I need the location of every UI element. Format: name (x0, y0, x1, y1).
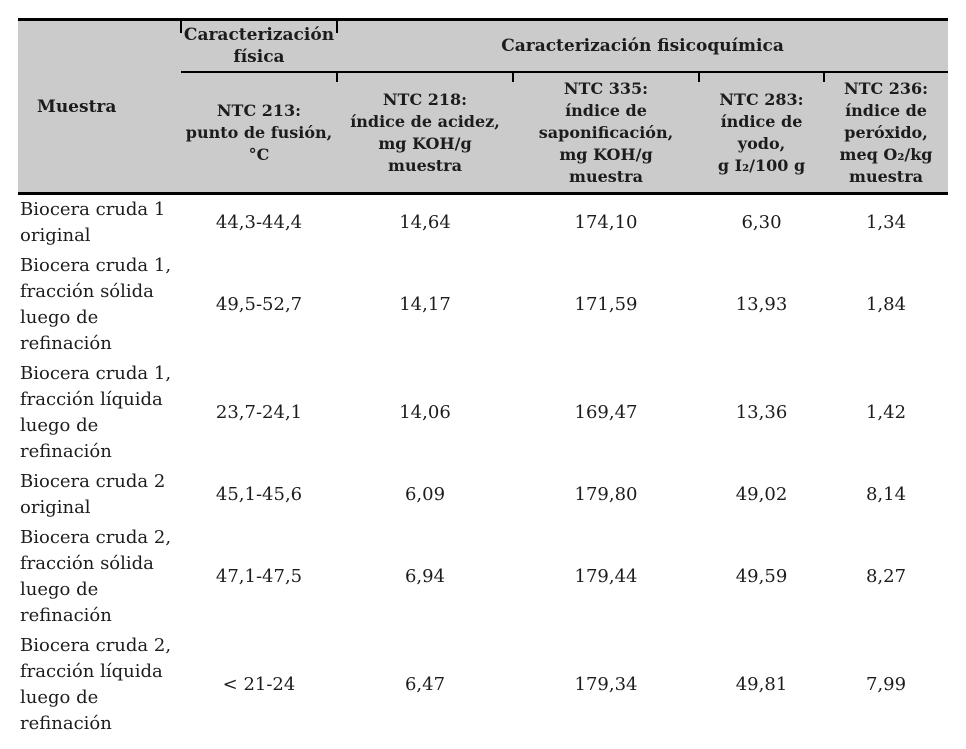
value-cell: 14,64 (337, 193, 513, 251)
table-header: Muestra Caracterización física Caracteri… (18, 19, 949, 195)
header-muestra: Muestra (18, 19, 181, 195)
header-group-fisicoquimica: Caracterización fisicoquímica (335, 19, 949, 73)
sample-name-cell: Biocera cruda 2, fracción líquida luego … (18, 631, 181, 739)
value-cell: 44,3-44,4 (181, 193, 337, 251)
value-cell: 1,34 (824, 193, 949, 251)
table-row: Biocera cruda 1, fracción líquida luego … (18, 359, 949, 467)
value-cell: 1,42 (824, 359, 949, 467)
value-cell: 45,1-45,6 (181, 467, 337, 523)
value-cell: 14,06 (337, 359, 513, 467)
value-cell: 1,84 (824, 251, 949, 359)
sample-name-cell: Biocera cruda 1, fracción líquida luego … (18, 359, 181, 467)
header-ntc-335: NTC 335: índice de saponificación, mg KO… (512, 72, 699, 195)
table-row: Biocera cruda 2, fracción sólida luego d… (18, 523, 949, 631)
table-row: Biocera cruda 2 original 45,1-45,6 6,09 … (18, 467, 949, 523)
value-cell: 174,10 (513, 193, 699, 251)
value-cell: 13,36 (699, 359, 824, 467)
value-cell: 49,02 (699, 467, 824, 523)
value-cell: 179,80 (513, 467, 699, 523)
value-cell: 8,14 (824, 467, 949, 523)
wax-characterization-table: Muestra Caracterización física Caracteri… (18, 18, 949, 739)
value-cell: 179,44 (513, 523, 699, 631)
value-cell: 47,1-47,5 (181, 523, 337, 631)
header-ntc-283: NTC 283: índice de yodo, g I₂/100 g (698, 72, 824, 195)
value-cell: 6,30 (699, 193, 824, 251)
value-cell: 6,94 (337, 523, 513, 631)
value-cell: 49,81 (699, 631, 824, 739)
header-ntc-236: NTC 236: índice de peróxido, meq O₂/kg m… (822, 72, 949, 195)
table-row: Biocera cruda 1, fracción sólida luego d… (18, 251, 949, 359)
sample-name-cell: Biocera cruda 2 original (18, 467, 181, 523)
value-cell: 179,34 (513, 631, 699, 739)
value-cell: 6,09 (337, 467, 513, 523)
value-cell: 7,99 (824, 631, 949, 739)
sample-name-cell: Biocera cruda 2, fracción sólida luego d… (18, 523, 181, 631)
header-columns-row: NTC 213: punto de fusión, °C NTC 218: ín… (18, 72, 949, 195)
value-cell: 14,17 (337, 251, 513, 359)
sample-name-cell: Biocera cruda 1 original (18, 193, 181, 251)
value-cell: < 21-24 (181, 631, 337, 739)
header-ntc-218: NTC 218: índice de acidez, mg KOH/g mues… (336, 72, 513, 195)
table-row: Biocera cruda 1 original 44,3-44,4 14,64… (18, 193, 949, 251)
table-body: Biocera cruda 1 original 44,3-44,4 14,64… (18, 193, 949, 739)
header-group-fisica: Caracterización física (180, 19, 337, 73)
value-cell: 171,59 (513, 251, 699, 359)
value-cell: 49,59 (699, 523, 824, 631)
value-cell: 23,7-24,1 (181, 359, 337, 467)
value-cell: 8,27 (824, 523, 949, 631)
header-ntc-213: NTC 213: punto de fusión, °C (181, 72, 337, 195)
value-cell: 49,5-52,7 (181, 251, 337, 359)
value-cell: 169,47 (513, 359, 699, 467)
table-row: Biocera cruda 2, fracción líquida luego … (18, 631, 949, 739)
value-cell: 13,93 (699, 251, 824, 359)
sample-name-cell: Biocera cruda 1, fracción sólida luego d… (18, 251, 181, 359)
header-group-row: Muestra Caracterización física Caracteri… (18, 19, 949, 195)
value-cell: 6,47 (337, 631, 513, 739)
